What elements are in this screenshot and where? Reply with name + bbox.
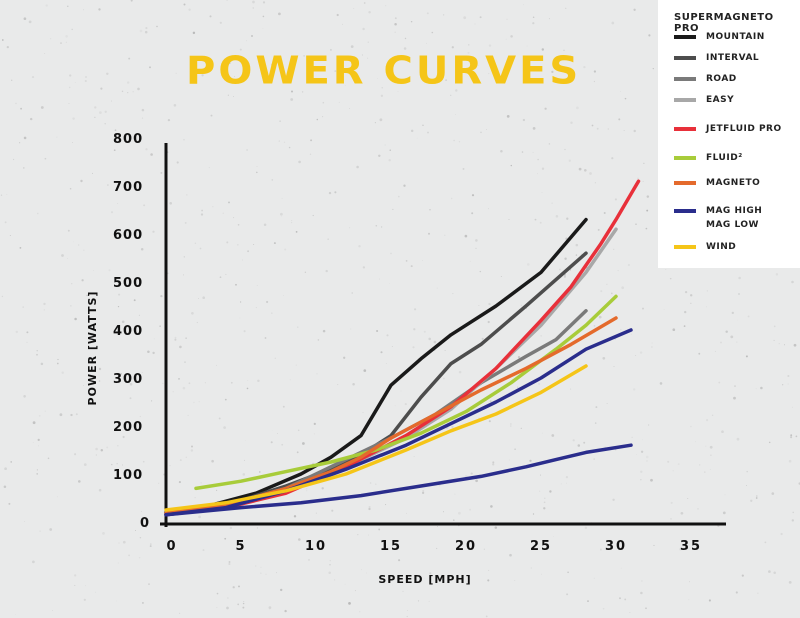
y-tick-label: 400 xyxy=(113,324,143,339)
x-tick-label: 10 xyxy=(305,539,327,554)
x-tick-label: 0 xyxy=(166,539,177,554)
series-line-interval xyxy=(164,251,588,515)
legend-label: MOUNTAIN xyxy=(706,32,765,42)
legend-swatch xyxy=(674,127,696,131)
legend-label: MAG HIGH xyxy=(706,206,763,216)
y-axis-label: POWER [WATTS] xyxy=(86,291,99,406)
series-line-wind xyxy=(164,364,588,512)
legend-swatch xyxy=(674,77,696,81)
legend-swatch xyxy=(674,98,696,102)
legend-group-title: SUPERMAGNETO PRO xyxy=(674,12,774,34)
legend-label: JETFLUID PRO xyxy=(706,124,782,134)
axes: 0 100 200 300 400 500 600 700 800 0 5 10 15 20 25 30 35 xyxy=(113,132,726,554)
series-line-mag-high xyxy=(164,328,633,517)
x-tick-label: 15 xyxy=(380,539,402,554)
x-tick-label: 25 xyxy=(530,539,552,554)
legend-swatch xyxy=(674,181,696,185)
y-tick-label: 100 xyxy=(113,468,143,483)
legend-label: ROAD xyxy=(706,74,737,84)
y-tick-label: 0 xyxy=(140,516,150,531)
legend-label: MAG LOW xyxy=(706,220,759,230)
series-line-fluid- xyxy=(194,294,618,491)
legend-label: EASY xyxy=(706,95,735,105)
x-tick-label: 20 xyxy=(455,539,477,554)
legend-label: WIND xyxy=(706,242,737,252)
y-tick-label: 700 xyxy=(113,180,143,195)
series-line-mag-low xyxy=(164,443,633,517)
legend-swatch xyxy=(674,156,696,160)
legend-swatch xyxy=(674,209,696,213)
x-tick-label: 35 xyxy=(680,539,702,554)
y-tick-label: 300 xyxy=(113,372,143,387)
x-tick-label: 30 xyxy=(605,539,627,554)
legend-label: INTERVAL xyxy=(706,53,760,63)
series-line-jetfluid-pro xyxy=(164,179,641,517)
series-line-mountain xyxy=(164,217,588,515)
y-tick-label: 800 xyxy=(113,132,143,147)
series-lines xyxy=(164,179,641,517)
chart-title: POWER CURVES xyxy=(186,49,582,93)
legend-swatch xyxy=(674,35,696,39)
legend-label: MAGNETO xyxy=(706,178,761,188)
y-tick-label: 500 xyxy=(113,276,143,291)
legend-swatch xyxy=(674,56,696,60)
x-tick-label: 5 xyxy=(235,539,246,554)
legend-label: FLUID² xyxy=(706,153,743,163)
y-tick-label: 200 xyxy=(113,420,143,435)
y-tick-label: 600 xyxy=(113,228,143,243)
legend-swatch xyxy=(674,245,696,249)
legend: SUPERMAGNETO PRO MOUNTAIN INTERVAL ROAD EAS… xyxy=(658,0,800,268)
x-axis-label: SPEED [MPH] xyxy=(378,573,471,586)
